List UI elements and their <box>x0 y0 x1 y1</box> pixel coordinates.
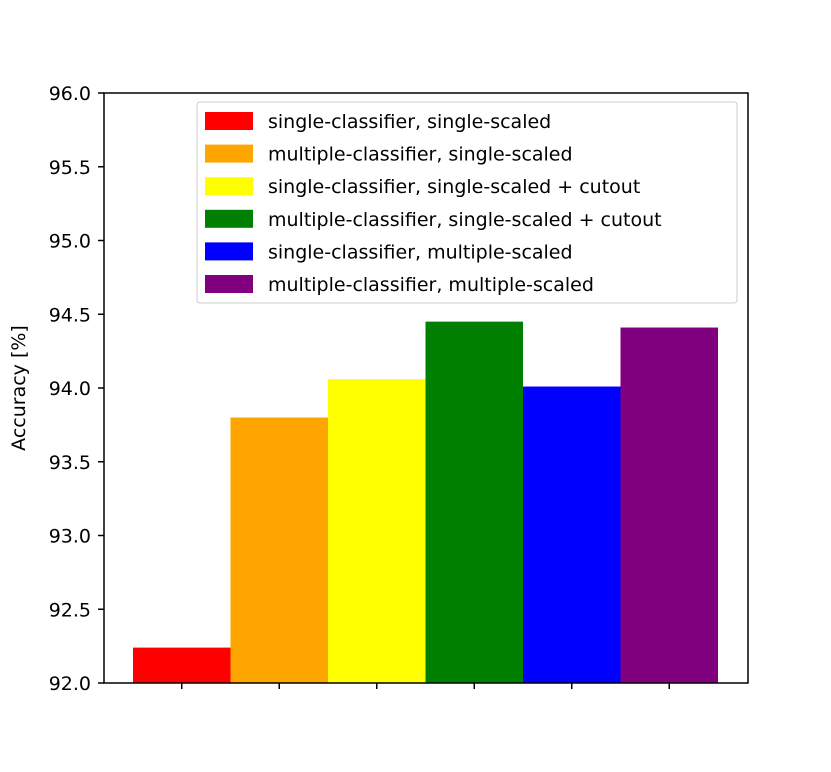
bar-3 <box>328 379 426 683</box>
bar-6 <box>620 327 718 683</box>
legend-swatch-6 <box>205 275 253 293</box>
bar-1 <box>133 647 231 683</box>
legend-swatch-2 <box>205 144 253 163</box>
y-tick-label: 93.5 <box>49 452 91 474</box>
legend-label-5: single-classifier, multiple-scaled <box>268 241 573 263</box>
legend-label-2: multiple-classifier, single-scaled <box>268 144 573 166</box>
legend-label-1: single-classifier, single-scaled <box>268 111 551 133</box>
y-tick-label: 92.0 <box>49 673 91 695</box>
legend-swatch-1 <box>205 112 253 130</box>
legend-swatch-5 <box>205 242 253 261</box>
legend-label-6: multiple-classifier, multiple-scaled <box>268 274 594 296</box>
y-tick-label: 94.5 <box>49 304 91 326</box>
bar-5 <box>523 386 621 683</box>
legend-label-3: single-classifier, single-scaled + cutou… <box>268 176 640 198</box>
bar-4 <box>425 321 523 683</box>
legend-swatch-4 <box>205 209 253 228</box>
y-tick-label: 94.0 <box>49 378 91 400</box>
bar-2 <box>230 417 328 683</box>
y-tick-label: 96.0 <box>49 83 91 105</box>
y-tick-label: 92.5 <box>49 599 91 621</box>
legend-swatch-3 <box>205 177 253 196</box>
legend-label-4: multiple-classifier, single-scaled + cut… <box>268 209 662 231</box>
y-tick-label: 95.0 <box>49 231 91 253</box>
y-axis-label: Accuracy [%] <box>8 325 30 451</box>
y-tick-label: 93.0 <box>49 526 91 548</box>
legend-box <box>196 101 738 304</box>
legend: single-classifier, single-scaled multiple… <box>196 101 738 304</box>
y-tick-label: 95.5 <box>49 157 91 179</box>
